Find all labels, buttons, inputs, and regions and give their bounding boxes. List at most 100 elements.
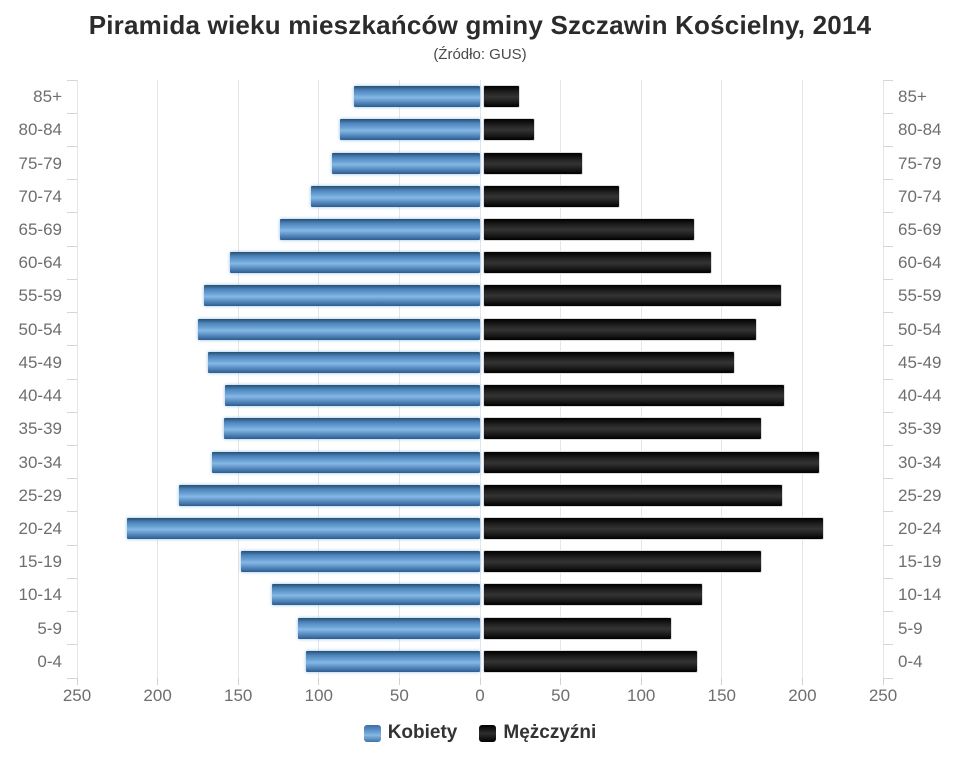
y-axis-tick-left <box>67 345 77 347</box>
x-axis-label: 100 <box>304 686 333 705</box>
gridline-250 <box>76 80 78 678</box>
y-axis-tick-left <box>67 79 77 81</box>
x-axis-tick <box>560 678 562 685</box>
mezczyzni-bar-55-59 <box>484 285 781 307</box>
x-axis-tick <box>318 678 320 685</box>
y-axis-tick-right <box>883 245 893 247</box>
mezczyzni-bar-50-54 <box>484 318 757 340</box>
mezczyzni-bar-65-69 <box>484 219 694 240</box>
y-axis-tick-right <box>883 79 893 81</box>
y-axis-tick-left <box>67 644 77 646</box>
kobiety-bar-80-84 <box>339 119 480 141</box>
mezczyzni-bar-10-14 <box>484 584 702 606</box>
gridline-50 <box>560 80 562 678</box>
kobiety-bar-35-39 <box>223 418 480 440</box>
age-label-right-85+: 85+ <box>898 87 927 107</box>
age-label-left-10-14: 10-14 <box>18 585 62 605</box>
chart-title: Piramida wieku mieszkańców gminy Szczawi… <box>88 10 872 40</box>
kobiety-bar-40-44 <box>225 385 480 407</box>
gridline-100 <box>318 80 320 678</box>
y-axis-tick-right <box>883 145 893 147</box>
kobiety-bar-85+ <box>354 86 480 108</box>
chart-subtitle: (Źródło: GUS) <box>433 46 527 63</box>
mezczyzni-bar-35-39 <box>484 418 762 440</box>
y-axis-tick-left <box>67 212 77 214</box>
y-axis-tick-right <box>883 677 893 679</box>
y-axis-tick-right <box>883 212 893 214</box>
mezczyzni-bar-5-9 <box>484 617 671 639</box>
mezczyzni-bar-15-19 <box>484 551 762 573</box>
x-axis-tick <box>479 678 481 685</box>
y-axis-tick-right <box>883 644 893 646</box>
age-label-right-20-24: 20-24 <box>898 519 942 538</box>
gridline-100 <box>640 80 642 678</box>
y-axis-tick-right <box>883 312 893 314</box>
kobiety-bar-70-74 <box>310 185 480 207</box>
age-label-right-50-54: 50-54 <box>898 319 942 339</box>
age-label-left-50-54: 50-54 <box>18 319 62 339</box>
y-axis-tick-right <box>883 511 893 513</box>
y-axis-tick-right <box>883 611 893 613</box>
mezczyzni-bar-20-24 <box>484 518 823 539</box>
age-label-right-35-39: 35-39 <box>898 419 942 439</box>
y-axis-tick-left <box>67 611 77 613</box>
kobiety-bar-55-59 <box>204 285 480 307</box>
age-label-right-40-44: 40-44 <box>898 386 942 406</box>
x-axis-label: 50 <box>389 686 409 705</box>
kobiety-bar-30-34 <box>212 451 480 473</box>
y-axis-tick-right <box>883 577 893 579</box>
x-axis-label: 150 <box>707 686 736 705</box>
x-axis-label: 250 <box>868 686 898 705</box>
age-label-left-75-79: 75-79 <box>18 153 62 173</box>
mezczyzni-bar-70-74 <box>484 185 620 207</box>
age-label-right-70-74: 70-74 <box>898 186 942 206</box>
y-axis-tick-left <box>67 511 77 513</box>
x-axis-tick <box>882 678 884 685</box>
y-axis-tick-right <box>883 411 893 413</box>
y-axis-tick-left <box>67 544 77 546</box>
x-axis-tick <box>801 678 803 685</box>
gridline-0 <box>479 80 481 678</box>
y-axis-tick-right <box>883 444 893 446</box>
chart-legend: Kobiety Mężczyźni <box>0 722 960 744</box>
kobiety-bar-65-69 <box>280 219 480 240</box>
y-axis-tick-left <box>67 411 77 413</box>
y-axis-tick-left <box>67 179 77 181</box>
mezczyzni-swatch-icon <box>479 724 497 742</box>
age-label-left-65-69: 65-69 <box>18 220 62 239</box>
gridline-150 <box>237 80 239 678</box>
age-label-right-0-4: 0-4 <box>898 651 923 671</box>
x-axis-tick <box>640 678 642 685</box>
age-label-right-10-14: 10-14 <box>898 585 942 605</box>
mezczyzni-bar-60-64 <box>484 252 712 274</box>
x-axis-label: 50 <box>551 686 571 705</box>
kobiety-bar-45-49 <box>207 351 480 373</box>
y-axis-tick-left <box>67 145 77 147</box>
age-label-right-45-49: 45-49 <box>898 352 942 372</box>
x-axis-tick <box>76 678 78 685</box>
y-axis-tick-left <box>67 577 77 579</box>
age-label-left-25-29: 25-29 <box>18 485 62 505</box>
kobiety-bar-10-14 <box>272 584 480 606</box>
age-label-right-55-59: 55-59 <box>898 286 942 306</box>
y-axis-tick-left <box>67 112 77 114</box>
age-label-left-20-24: 20-24 <box>18 519 62 538</box>
mezczyzni-bar-40-44 <box>484 385 784 407</box>
mezczyzni-bar-25-29 <box>484 484 783 506</box>
y-axis-tick-right <box>883 478 893 480</box>
kobiety-bar-25-29 <box>178 484 480 506</box>
mezczyzni-bar-45-49 <box>484 351 734 373</box>
kobiety-bar-15-19 <box>241 551 480 573</box>
age-label-left-55-59: 55-59 <box>18 286 62 306</box>
age-label-left-60-64: 60-64 <box>18 253 62 273</box>
mezczyzni-bar-85+ <box>484 86 520 108</box>
y-axis-tick-left <box>67 245 77 247</box>
legend-item-kobiety: Kobiety <box>363 722 457 744</box>
mezczyzni-bar-30-34 <box>484 451 820 473</box>
y-axis-tick-left <box>67 378 77 380</box>
x-axis-label: 100 <box>627 686 656 705</box>
y-axis-tick-left <box>67 278 77 280</box>
age-label-right-65-69: 65-69 <box>898 220 942 239</box>
age-label-right-75-79: 75-79 <box>898 153 942 173</box>
